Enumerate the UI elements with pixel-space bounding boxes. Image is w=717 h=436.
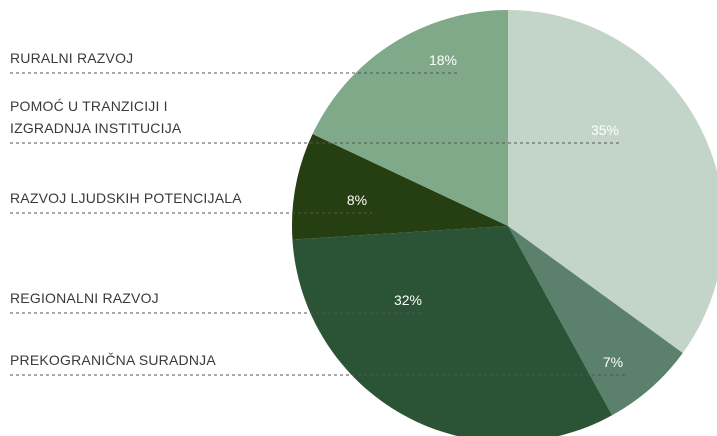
value-label: 18%	[429, 52, 457, 68]
value-label: 32%	[394, 292, 422, 308]
value-label: 8%	[347, 192, 367, 208]
pie-slice	[312, 10, 508, 226]
category-label: POMOĆ U TRANZICIJI I IZGRADNJA INSTITUCI…	[10, 98, 182, 136]
value-label: 35%	[591, 122, 619, 138]
pie-slice	[508, 226, 683, 416]
category-label: RAZVOJ LJUDSKIH POTENCIJALA	[10, 190, 242, 206]
category-label: PREKOGRANIČNA SURADNJA	[10, 352, 216, 368]
category-label: REGIONALNI RAZVOJ	[10, 290, 159, 306]
pie-slice	[508, 10, 717, 353]
pie-slice	[292, 226, 613, 436]
category-label: RURALNI RAZVOJ	[10, 50, 134, 66]
value-label: 7%	[603, 354, 623, 370]
